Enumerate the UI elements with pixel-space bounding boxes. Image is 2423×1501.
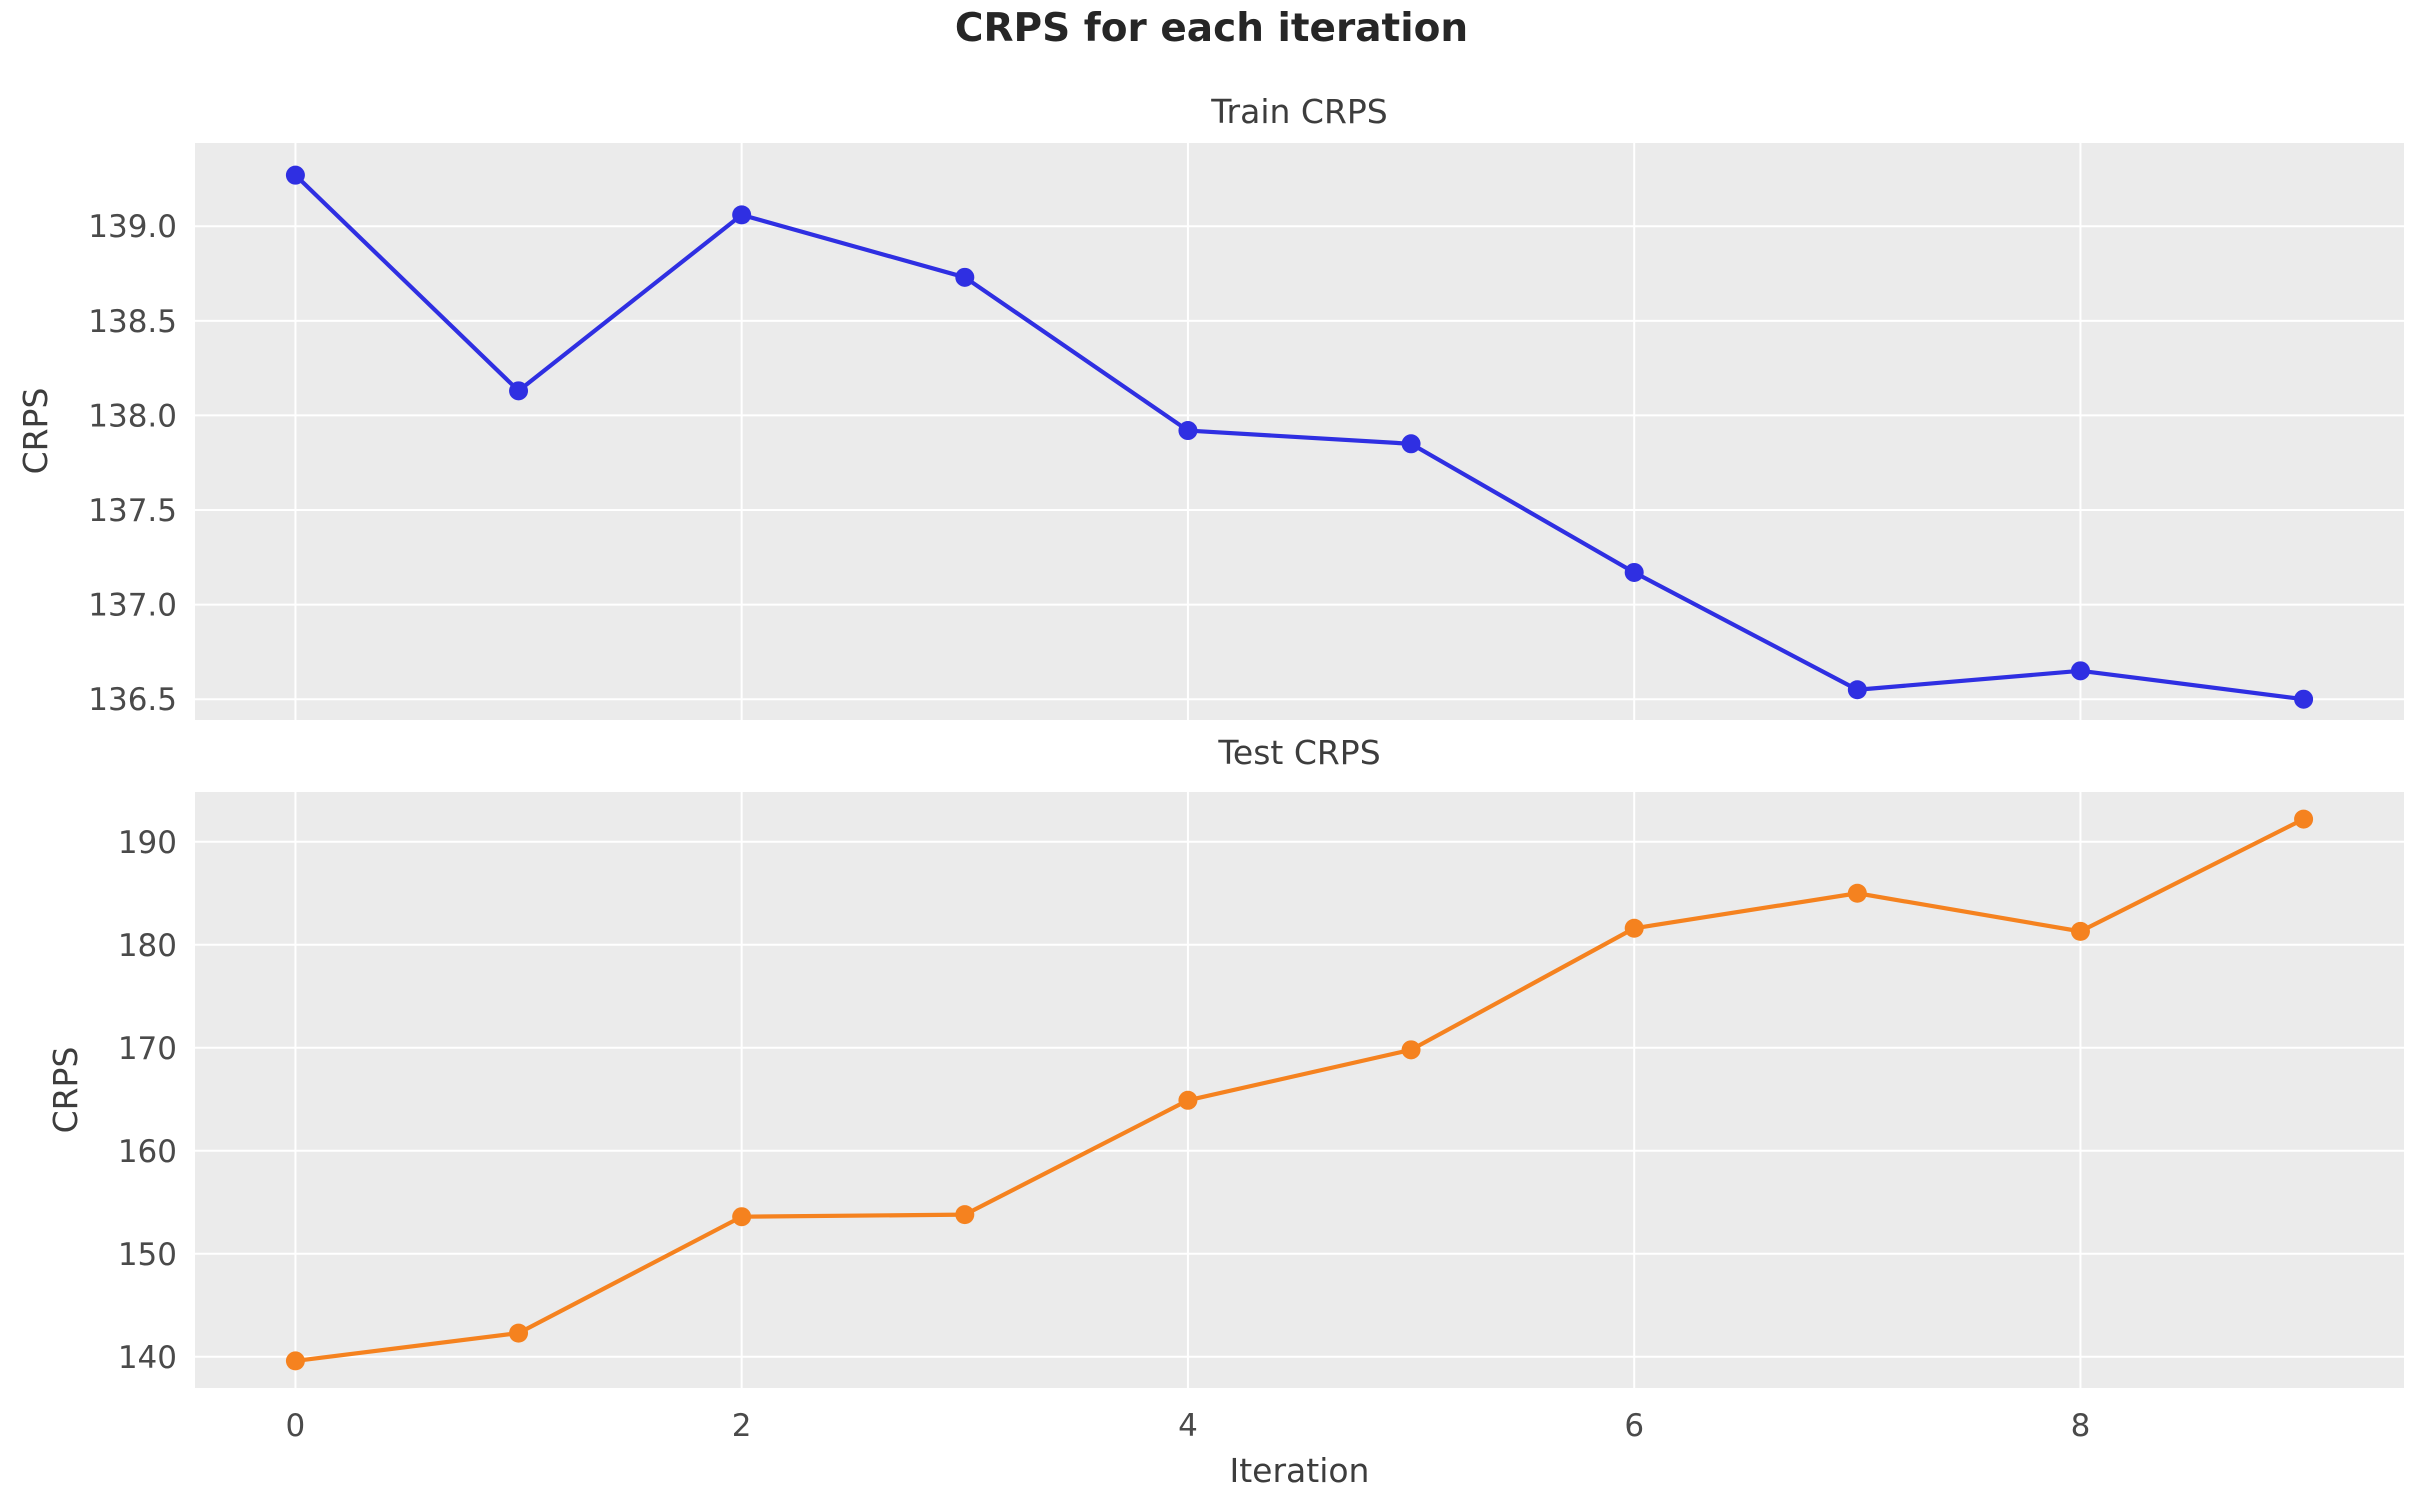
- y-tick-label: 137.0: [88, 588, 177, 624]
- data-point-marker: [1847, 883, 1867, 903]
- data-point-marker: [2070, 661, 2090, 681]
- data-point-marker: [1847, 680, 1867, 700]
- data-point-marker: [955, 267, 975, 287]
- x-tick-label: 4: [1178, 1408, 1198, 1444]
- data-point-marker: [509, 381, 529, 401]
- data-point-marker: [1624, 918, 1644, 938]
- y-tick-label: 140: [118, 1340, 177, 1376]
- train-crps-plot: 136.5 137.0 137.5 138.0 138.5 139.0: [88, 143, 2404, 720]
- x-tick-label: 8: [2071, 1408, 2091, 1444]
- data-point-marker: [1401, 434, 1421, 454]
- test-crps-plot: 140 150 160 170 180 190 0 2 4 6 8: [118, 792, 2404, 1444]
- y-tick-label: 150: [118, 1237, 177, 1273]
- data-point-marker: [1178, 1090, 1198, 1110]
- data-point-marker: [2070, 921, 2090, 941]
- y-tick-label: 136.5: [88, 682, 177, 718]
- y-tick-label: 138.0: [88, 398, 177, 434]
- x-tick-label: 0: [286, 1408, 306, 1444]
- data-point-marker: [732, 1207, 752, 1227]
- data-point-marker: [285, 165, 305, 185]
- data-point-marker: [732, 205, 752, 225]
- x-tick-label: 6: [1624, 1408, 1644, 1444]
- data-point-marker: [2294, 809, 2314, 829]
- y-tick-label: 180: [118, 928, 177, 964]
- data-point-marker: [1624, 562, 1644, 582]
- data-point-marker: [1178, 421, 1198, 441]
- y-tick-label: 138.5: [88, 304, 177, 340]
- x-tick-label: 2: [732, 1408, 752, 1444]
- figure-title: CRPS for each iteration: [954, 6, 1469, 51]
- x-axis-label: Iteration: [1229, 1451, 1370, 1490]
- y-tick-label: 190: [118, 825, 177, 861]
- series-line: [293, 816, 2306, 1364]
- subplot-title-train: Train CRPS: [1211, 92, 1388, 131]
- data-point-marker: [2294, 689, 2314, 709]
- subplot-title-test: Test CRPS: [1218, 733, 1381, 772]
- data-point-marker: [285, 1351, 305, 1371]
- data-point-marker: [509, 1323, 529, 1343]
- data-point-marker: [1401, 1040, 1421, 1060]
- series-line: [293, 173, 2306, 702]
- y-tick-label: 139.0: [88, 209, 177, 245]
- y-tick-label: 160: [118, 1134, 177, 1170]
- y-tick-label: 137.5: [88, 493, 177, 529]
- y-tick-label: 170: [118, 1031, 177, 1067]
- data-point-marker: [955, 1205, 975, 1225]
